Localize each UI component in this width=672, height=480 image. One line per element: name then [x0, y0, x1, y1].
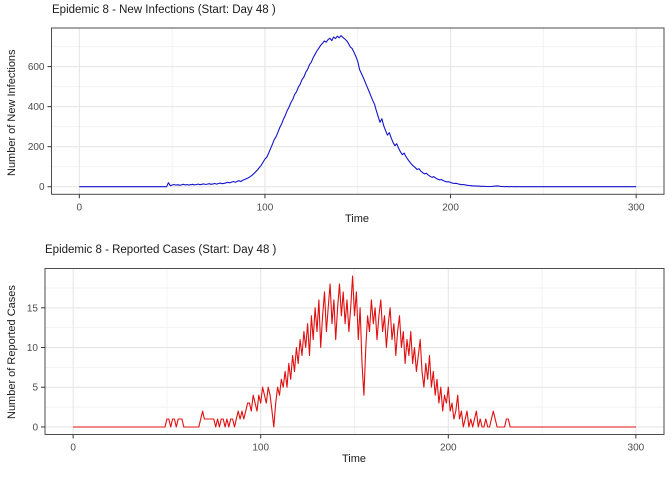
x-tick-label: 0: [70, 443, 76, 454]
reported-cases-x-axis-title: Time: [341, 453, 367, 465]
y-tick-label: 0: [32, 422, 38, 433]
x-tick-label: 300: [628, 443, 645, 454]
panel-border: [51, 27, 665, 195]
new-infections-chart: Epidemic 8 - New Infections (Start: Day …: [6, 4, 665, 225]
x-tick-label: 0: [77, 202, 83, 213]
x-tick-label: 300: [628, 202, 645, 213]
new-infections-title: Epidemic 8 - New Infections (Start: Day …: [52, 4, 276, 16]
x-tick-label: 100: [257, 202, 274, 213]
x-tick-label: 100: [252, 443, 269, 454]
y-tick-label: 400: [28, 102, 45, 113]
reported-cases-plot-panel: 0 100 200 300 0 5 10 15: [27, 268, 665, 454]
series-line: [73, 275, 636, 428]
reported-cases-title: Epidemic 8 - Reported Cases (Start: Day …: [45, 244, 277, 256]
y-tick-label: 0: [39, 182, 45, 193]
y-tick-label: 600: [28, 62, 45, 73]
panel-border: [44, 268, 665, 435]
new-infections-plot-panel: 0 100 200 300 0 200 400 600: [28, 27, 665, 213]
series-line: [79, 35, 637, 188]
y-tick-label: 10: [27, 343, 39, 354]
x-tick-label: 200: [440, 443, 457, 454]
y-tick-label: 5: [32, 383, 38, 394]
new-infections-x-axis-title: Time: [344, 213, 370, 225]
y-tick-label: 200: [28, 142, 45, 153]
reported-cases-chart: Epidemic 8 - Reported Cases (Start: Day …: [0, 240, 672, 480]
y-tick-label: 15: [27, 303, 39, 314]
x-tick-label: 200: [442, 202, 459, 213]
